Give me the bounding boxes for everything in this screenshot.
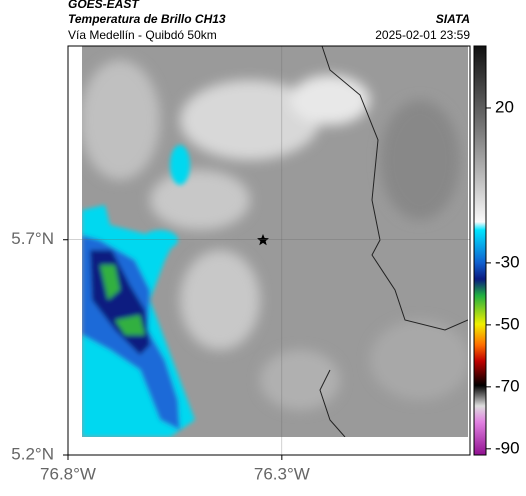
satellite-image [82, 46, 468, 437]
y-tick-label: 5.2°N [11, 444, 54, 463]
datetime: 2025-02-01 23:59 [375, 28, 470, 42]
title: GOES-EAST [68, 0, 140, 11]
y-tick-label: 5.7°N [11, 229, 54, 248]
colorbar-tick-label: 20 [495, 97, 514, 116]
x-tick-label: 76.3°W [254, 464, 310, 483]
source: SIATA [436, 12, 470, 26]
colorbar-tick-label: -90 [495, 438, 520, 457]
map-frame [67, 45, 471, 456]
colorbar-tick-label: -30 [495, 252, 520, 271]
subtitle: Temperatura de Brillo CH13 [68, 12, 226, 26]
x-tick-label: 76.8°W [40, 464, 96, 483]
colorbar [473, 45, 487, 456]
location: Vía Medellín - Quibdó 50km [68, 28, 217, 42]
colorbar-tick-label: -50 [495, 314, 520, 333]
colorbar-tick-label: -70 [495, 376, 520, 395]
